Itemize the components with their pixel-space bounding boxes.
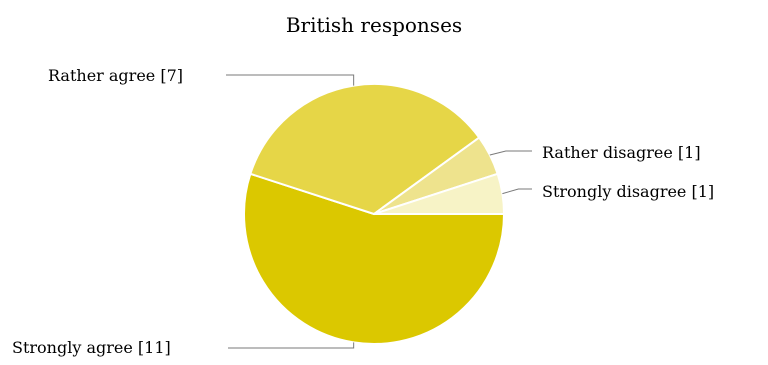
pie-labels: Strongly agree [11] Rather agree [7] Rathe… [12,66,714,357]
pie-slice-rather-agree [249,83,481,216]
leader-line-strongly-agree [228,342,355,349]
leader-line-rather-disagree [489,150,532,156]
leader-line-rather-agree [226,74,355,86]
leader-line-strongly-disagree [502,188,532,195]
chart-title: British responses [286,13,462,37]
slice-label-strongly-disagree: Strongly disagree [1] [542,182,714,201]
slice-label-rather-disagree: Rather disagree [1] [542,143,701,162]
slice-label-rather-agree: Rather agree [7] [48,66,183,85]
pie-slice-strongly-disagree [373,172,506,215]
slice-label-strongly-agree: Strongly agree [11] [12,338,171,357]
pie-slices [243,83,506,345]
